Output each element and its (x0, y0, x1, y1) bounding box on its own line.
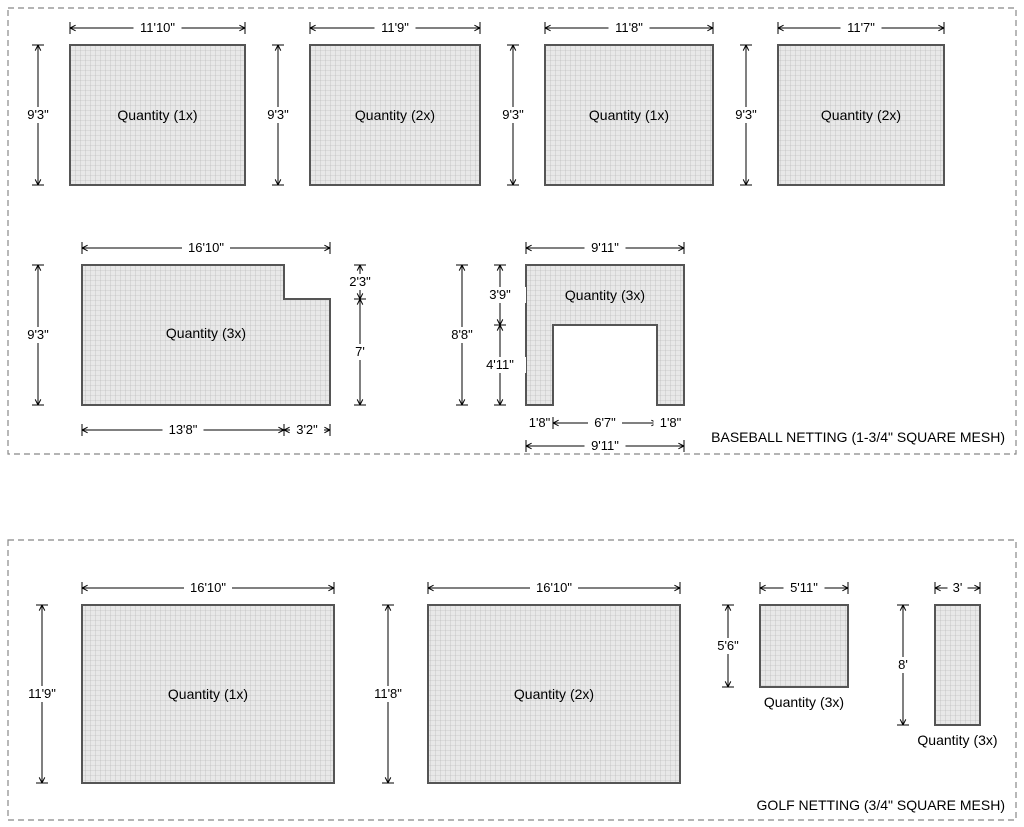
svg-text:1'8": 1'8" (529, 415, 551, 430)
dimension: 16'10" (82, 239, 330, 255)
dimension: 11'9" (16, 605, 68, 783)
panel-label-g2: Quantity (2x) (514, 686, 594, 702)
dimension: 8'8" (436, 265, 488, 405)
svg-text:9'3": 9'3" (27, 327, 49, 342)
svg-text:1'8": 1'8" (660, 415, 682, 430)
netting-diagram: BASEBALL NETTING (1-3/4" SQUARE MESH) GOL… (0, 0, 1024, 827)
svg-text:11'10": 11'10" (140, 20, 175, 35)
dimension: 9'11" (526, 437, 684, 453)
dimension: 2'3" (334, 265, 386, 299)
svg-text:9'3": 9'3" (735, 107, 757, 122)
svg-text:9'11": 9'11" (591, 438, 619, 453)
dimension: 8' (877, 605, 929, 725)
svg-text:5'6": 5'6" (717, 638, 739, 653)
svg-text:7': 7' (355, 344, 365, 359)
dimension: 7' (334, 299, 386, 405)
dimension: 1'8" (654, 414, 688, 430)
svg-text:8'8": 8'8" (451, 327, 473, 342)
dimension: 9'3" (252, 45, 304, 185)
svg-text:16'10": 16'10" (536, 580, 572, 595)
svg-text:4'11": 4'11" (486, 357, 514, 372)
dimension: 9'11" (526, 239, 684, 255)
svg-text:3': 3' (953, 580, 963, 595)
section-title-golf: GOLF NETTING (3/4" SQUARE MESH) (757, 797, 1005, 813)
svg-text:9'3": 9'3" (502, 107, 524, 122)
dimension: 11'7" (778, 19, 944, 35)
panel-b6 (526, 265, 684, 405)
panel-label-b1: Quantity (1x) (117, 107, 197, 123)
svg-text:3'2": 3'2" (296, 422, 318, 437)
panel-g4 (935, 605, 980, 725)
dimension: 13'8" (82, 421, 284, 437)
dimension: 11'9" (310, 19, 480, 35)
svg-text:11'8": 11'8" (615, 20, 643, 35)
panel-label-b2: Quantity (2x) (355, 107, 435, 123)
dimension: 11'8" (362, 605, 414, 783)
svg-text:9'11": 9'11" (591, 240, 619, 255)
svg-text:2'3": 2'3" (349, 274, 371, 289)
svg-text:5'11": 5'11" (790, 580, 818, 595)
svg-text:11'9": 11'9" (28, 686, 56, 701)
svg-text:11'8": 11'8" (374, 686, 402, 701)
dimension: 9'3" (487, 45, 539, 185)
dimension: 3'2" (284, 421, 330, 437)
svg-text:16'10": 16'10" (188, 240, 224, 255)
svg-text:9'3": 9'3" (267, 107, 289, 122)
svg-text:8': 8' (898, 657, 908, 672)
panel-label-b4: Quantity (2x) (821, 107, 901, 123)
panel-label-b5: Quantity (3x) (166, 325, 246, 341)
dimension: 5'11" (760, 579, 848, 595)
dimension: 11'10" (70, 19, 245, 35)
svg-text:6'7": 6'7" (594, 415, 616, 430)
dimension: 11'8" (545, 19, 713, 35)
dimension: 6'7" (553, 414, 657, 430)
dimension: 9'3" (720, 45, 772, 185)
dimension: 3'9" (474, 265, 526, 325)
panel-label-g4: Quantity (3x) (917, 732, 997, 748)
svg-text:11'7": 11'7" (847, 20, 875, 35)
panel-label-g1: Quantity (1x) (168, 686, 248, 702)
section-title-baseball: BASEBALL NETTING (1-3/4" SQUARE MESH) (711, 429, 1005, 445)
svg-text:16'10": 16'10" (190, 580, 226, 595)
panel-label-b3: Quantity (1x) (589, 107, 669, 123)
dimension: 1'8" (523, 414, 557, 430)
svg-text:9'3": 9'3" (27, 107, 49, 122)
dimension: 16'10" (428, 579, 680, 595)
panel-label-g3: Quantity (3x) (764, 694, 844, 710)
svg-text:11'9": 11'9" (381, 20, 409, 35)
dimension: 3' (935, 579, 980, 595)
dimension: 16'10" (82, 579, 334, 595)
panel-label-b6: Quantity (3x) (565, 287, 645, 303)
svg-text:3'9": 3'9" (489, 287, 511, 302)
dimension: 5'6" (702, 605, 754, 687)
dimension: 9'3" (12, 265, 64, 405)
panel-g3 (760, 605, 848, 687)
svg-text:13'8": 13'8" (169, 422, 198, 437)
dimension: 9'3" (12, 45, 64, 185)
